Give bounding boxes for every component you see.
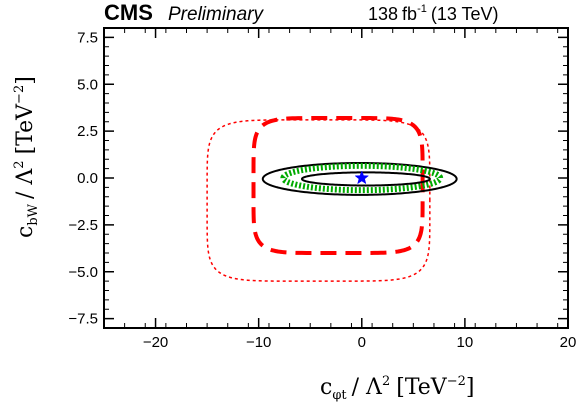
contour-red-dashed-inner [251, 115, 425, 256]
x-axis-ticks: −20 −10 0 10 20 [103, 28, 577, 351]
y-axis-label: cbW / Λ2 [TeV−2] [12, 76, 41, 238]
y-label-symbol: c [13, 226, 38, 238]
best-fit-star [354, 170, 370, 185]
x-label-unit: [TeV [396, 375, 448, 400]
y-label-over: / Λ [13, 168, 38, 199]
y-tick-label: −2.5 [68, 217, 98, 234]
lumi-unit-sup: -1 [417, 3, 427, 15]
y-tick-label: 5.0 [77, 76, 98, 93]
y-label-sup: 2 [12, 160, 27, 168]
x-label-over: / Λ [352, 375, 383, 400]
lumi-label: 138 fb-1 (13 TeV) [368, 3, 499, 24]
x-tick-label: 20 [560, 334, 577, 351]
y-tick-label: 0.0 [77, 170, 98, 187]
experiment-label: CMS [104, 0, 153, 25]
plot-frame [103, 27, 569, 329]
x-label-symbol: c [320, 375, 332, 400]
energy-value: (13 TeV) [431, 4, 499, 24]
status-label: Preliminary [168, 4, 265, 25]
x-label-sub: φt [332, 388, 347, 403]
y-tick-label: −7.5 [68, 311, 98, 328]
x-label-close: ] [466, 375, 475, 400]
y-label-sub: bW [26, 203, 41, 225]
y-label-close: ] [13, 76, 38, 85]
contour-black-solid-outer [261, 161, 458, 196]
x-tick-label: −10 [246, 334, 271, 351]
y-tick-label: −5.0 [68, 264, 98, 281]
contour-red-dotted-outer [206, 119, 431, 282]
y-label-unit: [TeV [13, 103, 38, 155]
contour-black-solid-inner [300, 171, 431, 187]
x-tick-label: 0 [358, 334, 366, 351]
contours [206, 115, 458, 282]
lumi-unit: fb [402, 4, 417, 24]
x-tick-label: −20 [143, 334, 168, 351]
x-label-sup: 2 [382, 374, 390, 389]
y-label-unit-sup: −2 [12, 85, 27, 104]
y-tick-label: 7.5 [77, 29, 98, 46]
x-axis-label: cφt / Λ2 [TeV−2] [320, 374, 474, 403]
lumi-value: 138 [368, 4, 398, 24]
best-fit-marker [354, 170, 370, 185]
y-tick-label: 2.5 [77, 123, 98, 140]
contour-green-dotted-band [280, 162, 444, 194]
x-tick-label: 10 [457, 334, 474, 351]
y-axis-ticks: −7.5 −5.0 −2.5 0.0 2.5 5.0 7.5 [68, 29, 568, 328]
x-label-unit-sup: −2 [447, 374, 466, 389]
